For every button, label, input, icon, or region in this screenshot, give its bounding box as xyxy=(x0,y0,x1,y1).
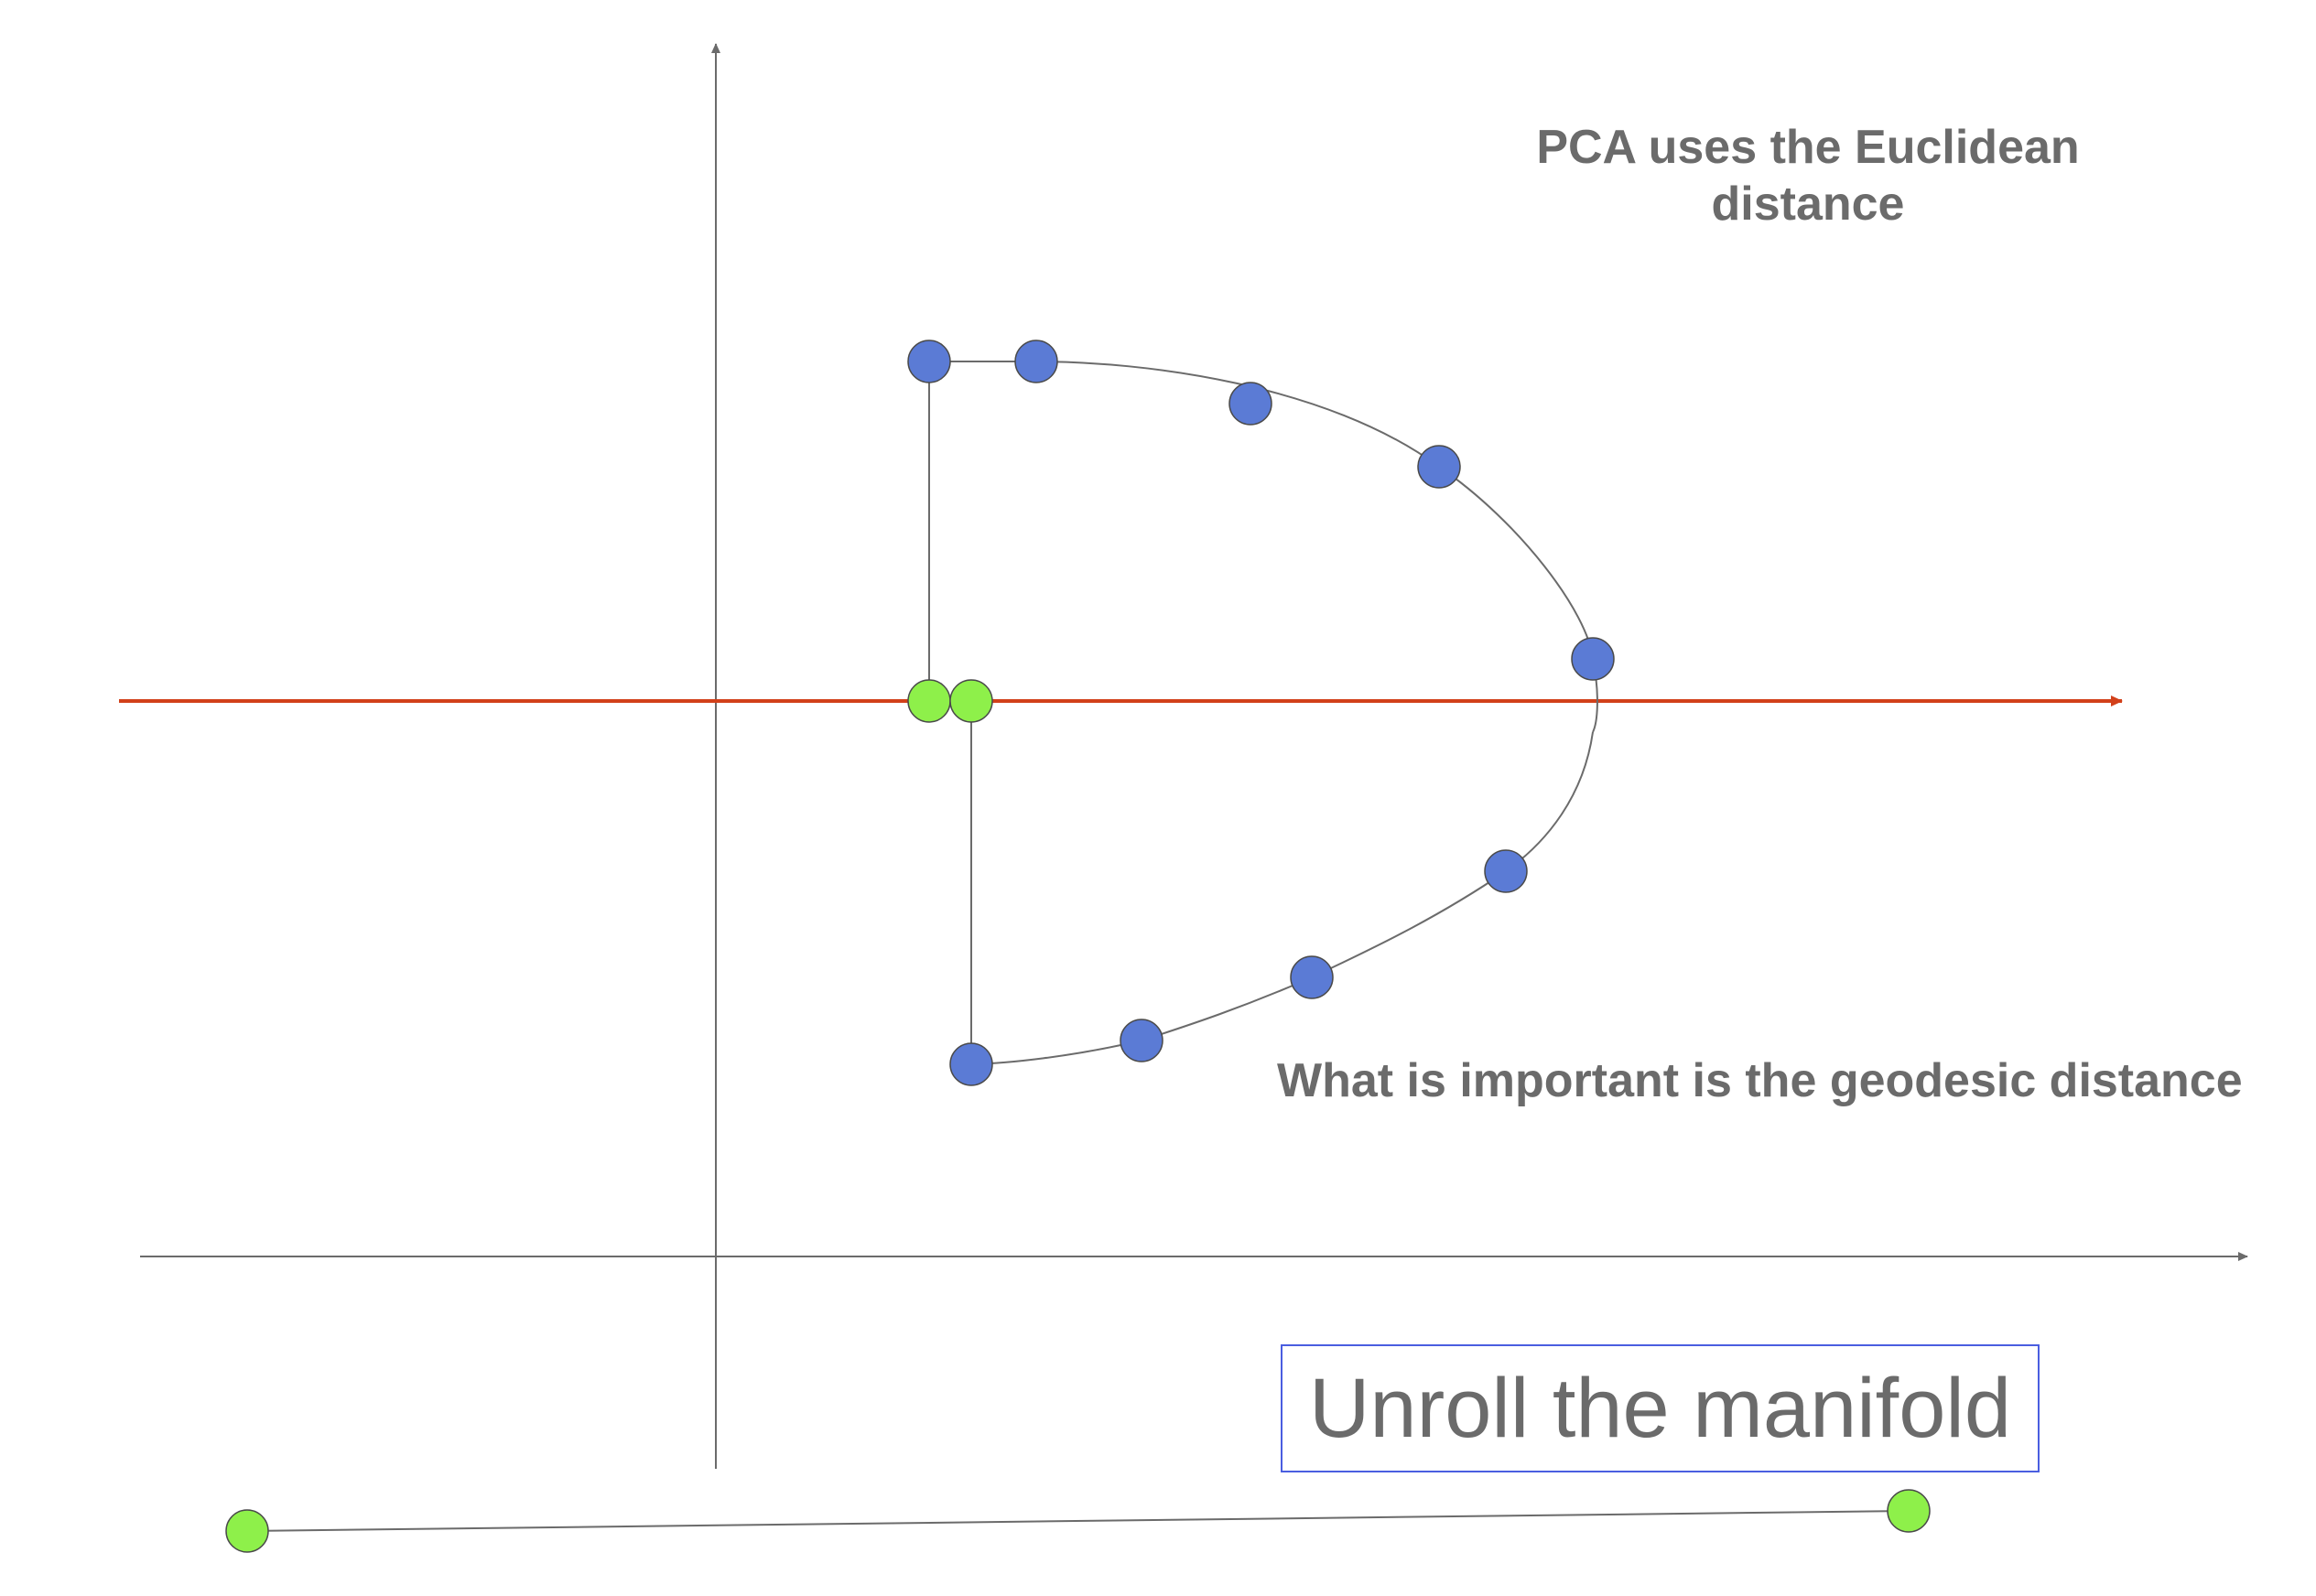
pca-caption-line1: PCA uses the Euclidean xyxy=(1536,121,2080,174)
manifold-point xyxy=(1484,849,1528,893)
manifold-point xyxy=(1014,340,1058,383)
geodesic-caption: What is important is the geodesic distan… xyxy=(1277,1054,2243,1107)
unrolled-manifold-line xyxy=(246,1510,1910,1532)
highlight-points xyxy=(225,679,1931,1553)
unrolled-endpoint-left xyxy=(225,1509,269,1553)
manifold-curve xyxy=(928,361,1598,1065)
projected-point-left xyxy=(907,679,951,723)
pca-caption: PCA uses the Euclidean distance xyxy=(1428,119,2188,233)
unroll-textbox: Unroll the manifold xyxy=(1281,1344,2040,1472)
manifold-point xyxy=(1417,445,1461,489)
manifold-point xyxy=(1571,637,1615,681)
manifold-point xyxy=(1290,955,1334,999)
unroll-label: Unroll the manifold xyxy=(1308,1361,2012,1455)
pca-caption-line2: distance xyxy=(1711,178,1905,232)
manifold-point xyxy=(949,1042,993,1086)
manifold-point xyxy=(1228,382,1272,426)
unrolled-endpoint-right xyxy=(1887,1489,1931,1533)
manifold-lower-arc xyxy=(970,731,1594,1065)
manifold-point xyxy=(1120,1019,1163,1062)
projected-point-right xyxy=(949,679,993,723)
manifold-point xyxy=(907,340,951,383)
manifold-points xyxy=(907,340,1615,1086)
